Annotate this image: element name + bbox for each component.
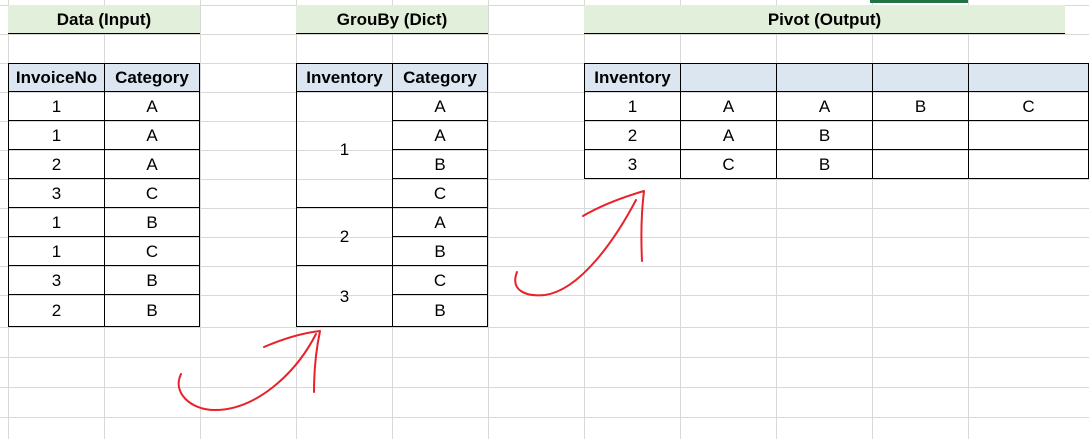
pivot-col-header[interactable]: Inventory bbox=[584, 63, 680, 92]
pivot-cell[interactable] bbox=[872, 150, 968, 179]
groupby-category-cell[interactable]: B bbox=[392, 295, 488, 327]
header-data-input[interactable]: Data (Input) bbox=[8, 5, 200, 34]
input-cell[interactable]: 1 bbox=[8, 208, 104, 237]
pivot-col-header[interactable] bbox=[968, 63, 1089, 92]
pivot-cell[interactable]: 1 bbox=[584, 92, 680, 121]
groupby-category-cell[interactable]: A bbox=[392, 92, 488, 121]
groupby-col-header[interactable]: Category bbox=[392, 63, 488, 92]
groupby-category-cell[interactable]: B bbox=[392, 237, 488, 266]
groupby-key-cell[interactable]: 1 bbox=[296, 92, 392, 208]
input-cell[interactable]: 1 bbox=[8, 237, 104, 266]
input-cell[interactable]: A bbox=[104, 121, 200, 150]
pivot-cell[interactable]: B bbox=[872, 92, 968, 121]
pivot-cell[interactable] bbox=[872, 121, 968, 150]
groupby-category-cell[interactable]: A bbox=[392, 121, 488, 150]
pivot-cell[interactable]: 3 bbox=[584, 150, 680, 179]
groupby-category-cell[interactable]: C bbox=[392, 179, 488, 208]
pivot-cell[interactable]: B bbox=[776, 150, 872, 179]
input-cell[interactable]: A bbox=[104, 150, 200, 179]
input-cell[interactable]: 3 bbox=[8, 179, 104, 208]
input-cell[interactable]: 1 bbox=[8, 92, 104, 121]
input-cell[interactable]: B bbox=[104, 266, 200, 295]
input-cell[interactable]: 2 bbox=[8, 295, 104, 327]
pivot-cell[interactable]: C bbox=[680, 150, 776, 179]
header-groupby-dict[interactable]: GrouBy (Dict) bbox=[296, 5, 488, 34]
input-cell[interactable]: B bbox=[104, 208, 200, 237]
pivot-cell[interactable] bbox=[968, 121, 1089, 150]
header-pivot-output[interactable]: Pivot (Output) bbox=[584, 5, 1065, 34]
pivot-col-header[interactable] bbox=[776, 63, 872, 92]
pivot-cell[interactable] bbox=[968, 150, 1089, 179]
pivot-cell[interactable]: A bbox=[680, 121, 776, 150]
groupby-key-cell[interactable]: 2 bbox=[296, 208, 392, 266]
groupby-category-cell[interactable]: A bbox=[392, 208, 488, 237]
pivot-col-header[interactable] bbox=[872, 63, 968, 92]
input-cell[interactable]: 1 bbox=[8, 121, 104, 150]
pivot-cell[interactable]: B bbox=[776, 121, 872, 150]
input-cell[interactable]: 2 bbox=[8, 150, 104, 179]
groupby-category-cell[interactable]: C bbox=[392, 266, 488, 295]
input-col-header[interactable]: Category bbox=[104, 63, 200, 92]
pivot-cell[interactable]: 2 bbox=[584, 121, 680, 150]
pivot-col-header[interactable] bbox=[680, 63, 776, 92]
pivot-cell[interactable]: A bbox=[776, 92, 872, 121]
pivot-cell[interactable]: A bbox=[680, 92, 776, 121]
groupby-category-cell[interactable]: B bbox=[392, 150, 488, 179]
input-cell[interactable]: A bbox=[104, 92, 200, 121]
selected-column-indicator bbox=[870, 0, 968, 3]
input-cell[interactable]: C bbox=[104, 237, 200, 266]
input-cell[interactable]: C bbox=[104, 179, 200, 208]
pivot-cell[interactable]: C bbox=[968, 92, 1089, 121]
groupby-key-cell[interactable]: 3 bbox=[296, 266, 392, 327]
input-cell[interactable]: B bbox=[104, 295, 200, 327]
input-col-header[interactable]: InvoiceNo bbox=[8, 63, 104, 92]
input-cell[interactable]: 3 bbox=[8, 266, 104, 295]
groupby-col-header[interactable]: Inventory bbox=[296, 63, 392, 92]
